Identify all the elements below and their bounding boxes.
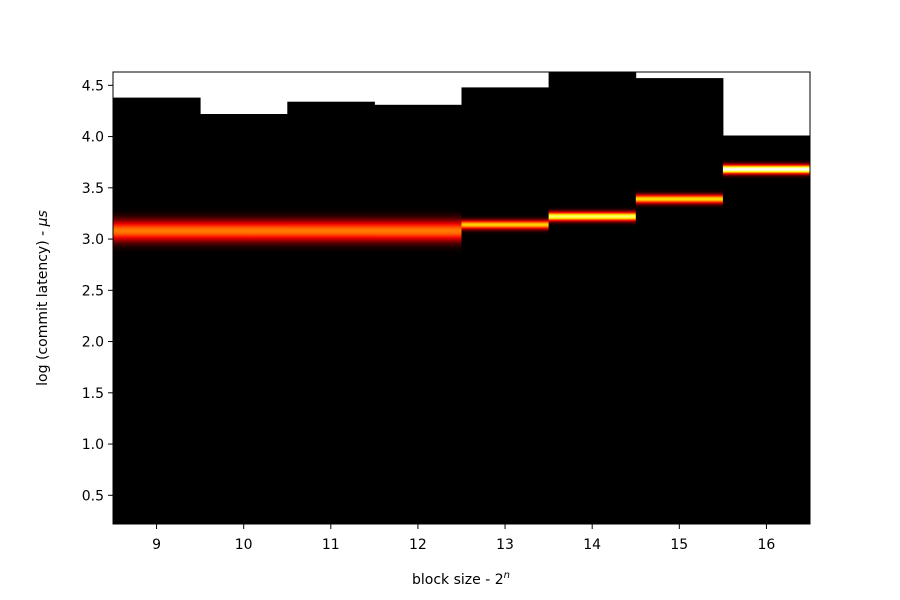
x-axis-label: block size - 2n bbox=[412, 570, 510, 588]
y-tick-label: 1.0 bbox=[82, 437, 104, 453]
x-tick-label: 16 bbox=[758, 537, 776, 553]
x-axis: 9 10 11 12 13 14 15 16 bbox=[152, 524, 775, 553]
heatmap-column-9 bbox=[113, 97, 201, 524]
y-tick-label: 4.0 bbox=[82, 130, 104, 146]
heatmap-column-15 bbox=[635, 78, 724, 524]
heatmap-columns bbox=[113, 72, 811, 525]
x-tick-label: 14 bbox=[583, 537, 601, 553]
x-tick-label: 10 bbox=[235, 537, 253, 553]
heatmap-column-12 bbox=[374, 104, 462, 525]
y-axis: 0.5 1.0 1.5 2.0 2.5 3.0 3.5 4.0 4.5 bbox=[82, 78, 113, 504]
x-tick-label: 13 bbox=[496, 537, 514, 553]
y-tick-label: 0.5 bbox=[82, 488, 104, 504]
y-axis-label: log (commit latency) - μs bbox=[35, 210, 51, 386]
x-axis-label-superscript: n bbox=[504, 570, 510, 581]
heatmap-column-14 bbox=[548, 72, 637, 524]
x-tick-label: 11 bbox=[322, 537, 340, 553]
heatmap-column-13 bbox=[461, 87, 550, 525]
y-tick-label: 4.5 bbox=[82, 78, 104, 94]
x-tick-label: 9 bbox=[152, 537, 161, 553]
y-tick-label: 2.0 bbox=[82, 335, 104, 351]
y-axis-label-unit: μs bbox=[35, 210, 51, 227]
plot-frame bbox=[112, 71, 811, 525]
heatmap-column-10 bbox=[200, 114, 288, 524]
y-tick-label: 3.5 bbox=[82, 181, 104, 197]
y-tick-label: 3.0 bbox=[82, 232, 104, 248]
heatmap-column-11 bbox=[287, 101, 375, 524]
heatmap-column-16 bbox=[722, 135, 811, 524]
y-tick-label: 2.5 bbox=[82, 283, 104, 299]
y-tick-label: 1.5 bbox=[82, 386, 104, 402]
x-tick-label: 15 bbox=[670, 537, 688, 553]
x-tick-label: 12 bbox=[409, 537, 427, 553]
